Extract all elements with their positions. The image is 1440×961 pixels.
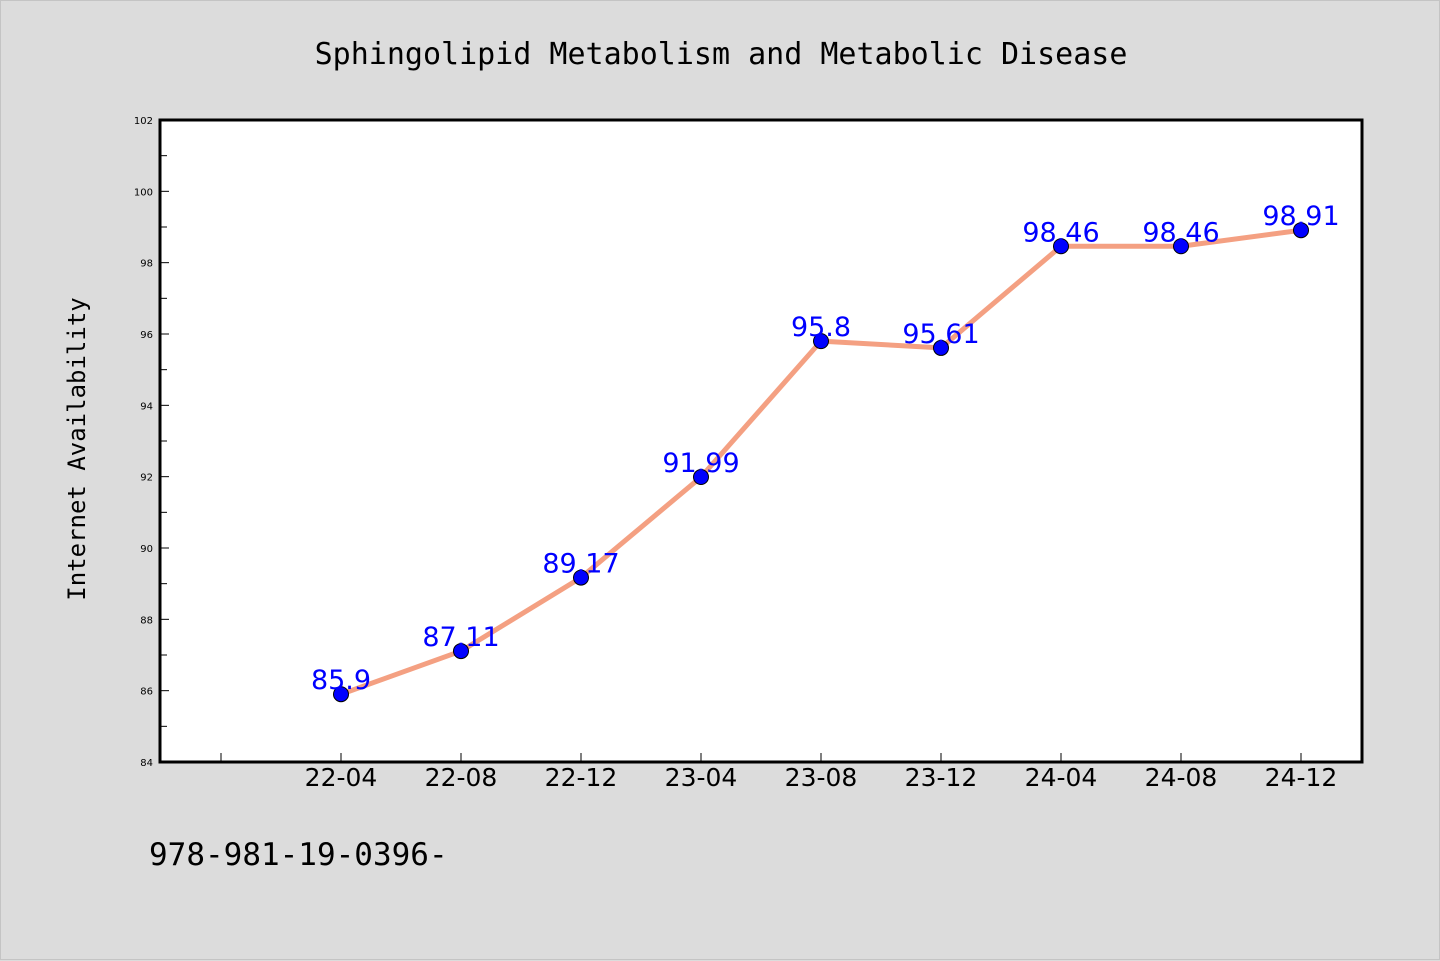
data-label: 91.99 — [662, 448, 739, 479]
data-labels: 85.9 87.11 89.17 91.99 95.8 95.61 98.46 98.46 98… — [311, 201, 1340, 696]
y-tick-label: 94 — [140, 401, 153, 412]
series-markers — [333, 222, 1309, 703]
data-point — [813, 333, 829, 350]
data-label: 98.91 — [1262, 201, 1339, 232]
y-tick-label: 88 — [140, 615, 153, 626]
y-tick-label: 102 — [134, 116, 153, 127]
data-label: 98.46 — [1142, 217, 1219, 248]
plot-area — [158, 118, 1364, 764]
x-tick-label: 23-12 — [905, 763, 978, 792]
data-point — [1293, 222, 1309, 239]
data-label: 95.8 — [791, 312, 851, 343]
y-tick-label: 98 — [140, 259, 153, 270]
y-axis-label: Internet Availability — [63, 297, 91, 600]
data-point — [933, 339, 949, 356]
data-label: 89.17 — [542, 549, 619, 580]
x-tick-label: 24-08 — [1145, 763, 1218, 792]
data-point — [1053, 238, 1069, 255]
data-label: 98.46 — [1022, 217, 1099, 248]
data-label: 85.9 — [311, 665, 371, 696]
x-tick-label: 22-08 — [425, 763, 498, 792]
y-tick-label: 84 — [140, 758, 153, 769]
data-label: 95.61 — [902, 319, 979, 350]
footer-text: 978-981-19-0396- — [149, 837, 448, 873]
x-tick-label: 22-12 — [545, 763, 618, 792]
y-tick-label: 86 — [140, 687, 153, 698]
y-tick-label: 96 — [140, 330, 153, 341]
y-axis-ticks: 84 86 88 90 92 94 96 98 100 102 — [134, 116, 169, 769]
x-tick-label: 24-12 — [1265, 763, 1338, 792]
y-tick-label: 100 — [134, 187, 153, 198]
data-point — [1173, 238, 1189, 255]
y-tick-label: 90 — [140, 544, 153, 555]
x-tick-label: 23-04 — [665, 763, 738, 792]
data-point — [693, 469, 709, 486]
data-point — [453, 643, 469, 660]
y-tick-label: 92 — [140, 473, 153, 484]
chart-title: Sphingolipid Metabolism and Metabolic Di… — [315, 37, 1128, 72]
x-tick-label: 24-04 — [1025, 763, 1098, 792]
x-tick-label: 22-04 — [305, 763, 378, 792]
data-point — [333, 686, 349, 703]
data-label: 87.11 — [422, 622, 499, 653]
x-tick-label: 23-08 — [785, 763, 858, 792]
x-axis-ticks: 22-04 22-08 22-12 23-04 23-08 23-12 24-04 24-08… — [220, 753, 1338, 792]
data-point — [573, 569, 589, 586]
